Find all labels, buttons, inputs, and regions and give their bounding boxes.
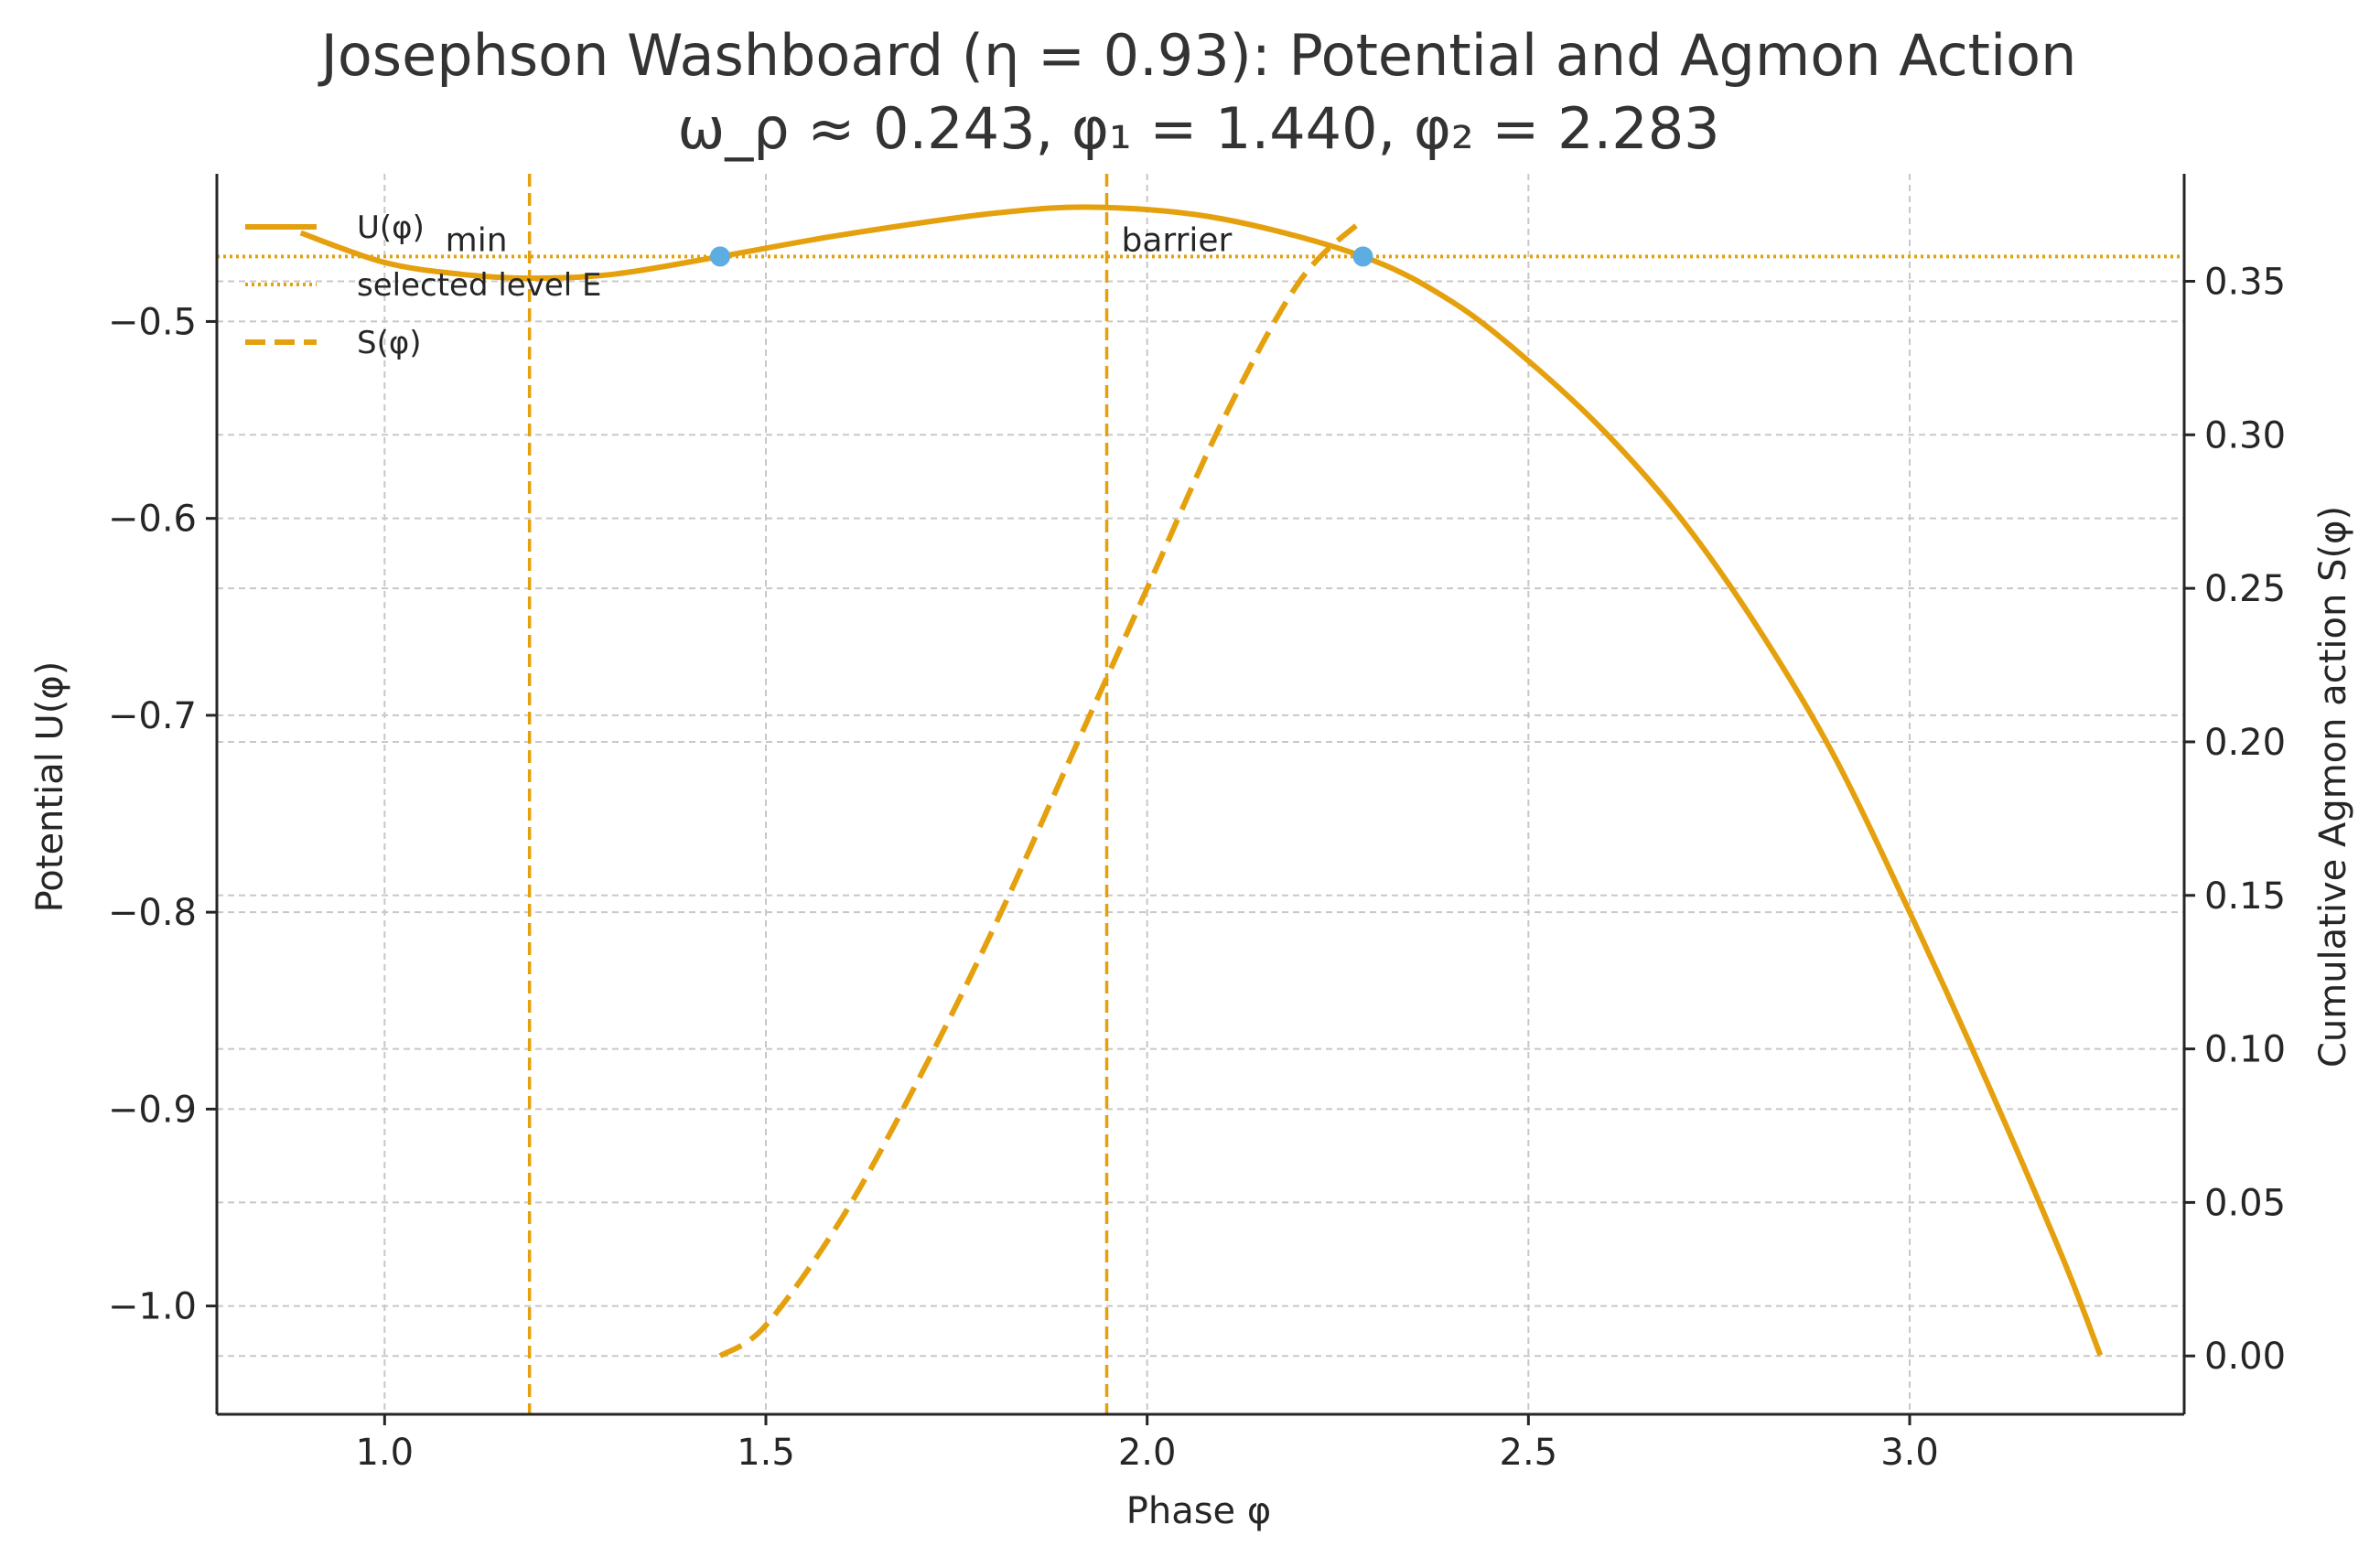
x-tick-label-1: 1.5 [737,1432,795,1474]
x-tick-label-3: 2.5 [1500,1432,1558,1474]
reference-lines [217,174,2184,1414]
tick-labels: 1.0 1.5 2.0 2.5 3.0 −0.5 −0.6 −0.7 −0.8 −0.9 −1.0 0… [108,261,2286,1474]
y-right-tick-label-5: 0.25 [2204,568,2286,610]
x-tick-label-2: 2.0 [1118,1432,1177,1474]
turning-point-2 [1352,246,1373,267]
y-left-tick-label-2: −0.7 [108,695,197,737]
legend: U(φ) selected level E S(φ) [245,209,601,361]
y-axis-label-left: Potential U(φ) [29,661,71,913]
x-tick-label-4: 3.0 [1880,1432,1939,1474]
vline-label-min: min [446,221,508,259]
y-left-tick-label-3: −0.8 [108,892,197,934]
y-axis-label-right: Cumulative Agmon action S(φ) [2312,506,2354,1068]
annotations: min barrier [446,221,1233,259]
vline-label-barrier: barrier [1122,221,1233,259]
y-left-tick-label-0: −0.5 [108,301,197,343]
legend-label-2: S(φ) [357,325,422,361]
legend-label-1: selected level E [357,267,601,304]
x-axis-label: Phase φ [1126,1490,1272,1532]
grid-right [217,280,2184,1358]
y-left-tick-label-1: −0.6 [108,499,197,541]
series-group [299,204,2104,1358]
y-right-tick-label-7: 0.35 [2204,261,2286,303]
y-right-tick-label-6: 0.30 [2204,414,2286,456]
y-right-tick-label-3: 0.15 [2204,875,2286,918]
grid-left [217,320,2184,1307]
y-right-tick-label-1: 0.05 [2204,1182,2286,1224]
chart-title-line2: ω_ρ ≈ 0.243, φ₁ = 1.440, φ₂ = 2.283 [677,95,1719,162]
y-right-tick-label-0: 0.00 [2204,1336,2286,1378]
series-line-U [299,204,2104,1357]
axes [206,174,2195,1425]
y-left-tick-label-5: −1.0 [108,1286,197,1328]
y-right-tick-label-2: 0.10 [2204,1029,2286,1071]
y-left-tick-label-4: −0.9 [108,1089,197,1131]
chart-title-line1: Josephson Washboard (η = 0.93): Potentia… [318,22,2077,89]
turning-point-1 [710,246,730,267]
turning-points [710,246,1373,267]
y-right-tick-label-4: 0.20 [2204,722,2286,764]
legend-label-0: U(φ) [357,209,425,246]
x-tick-label-0: 1.0 [356,1432,415,1474]
series-line-S [718,218,1365,1358]
grid-x [383,174,1911,1414]
